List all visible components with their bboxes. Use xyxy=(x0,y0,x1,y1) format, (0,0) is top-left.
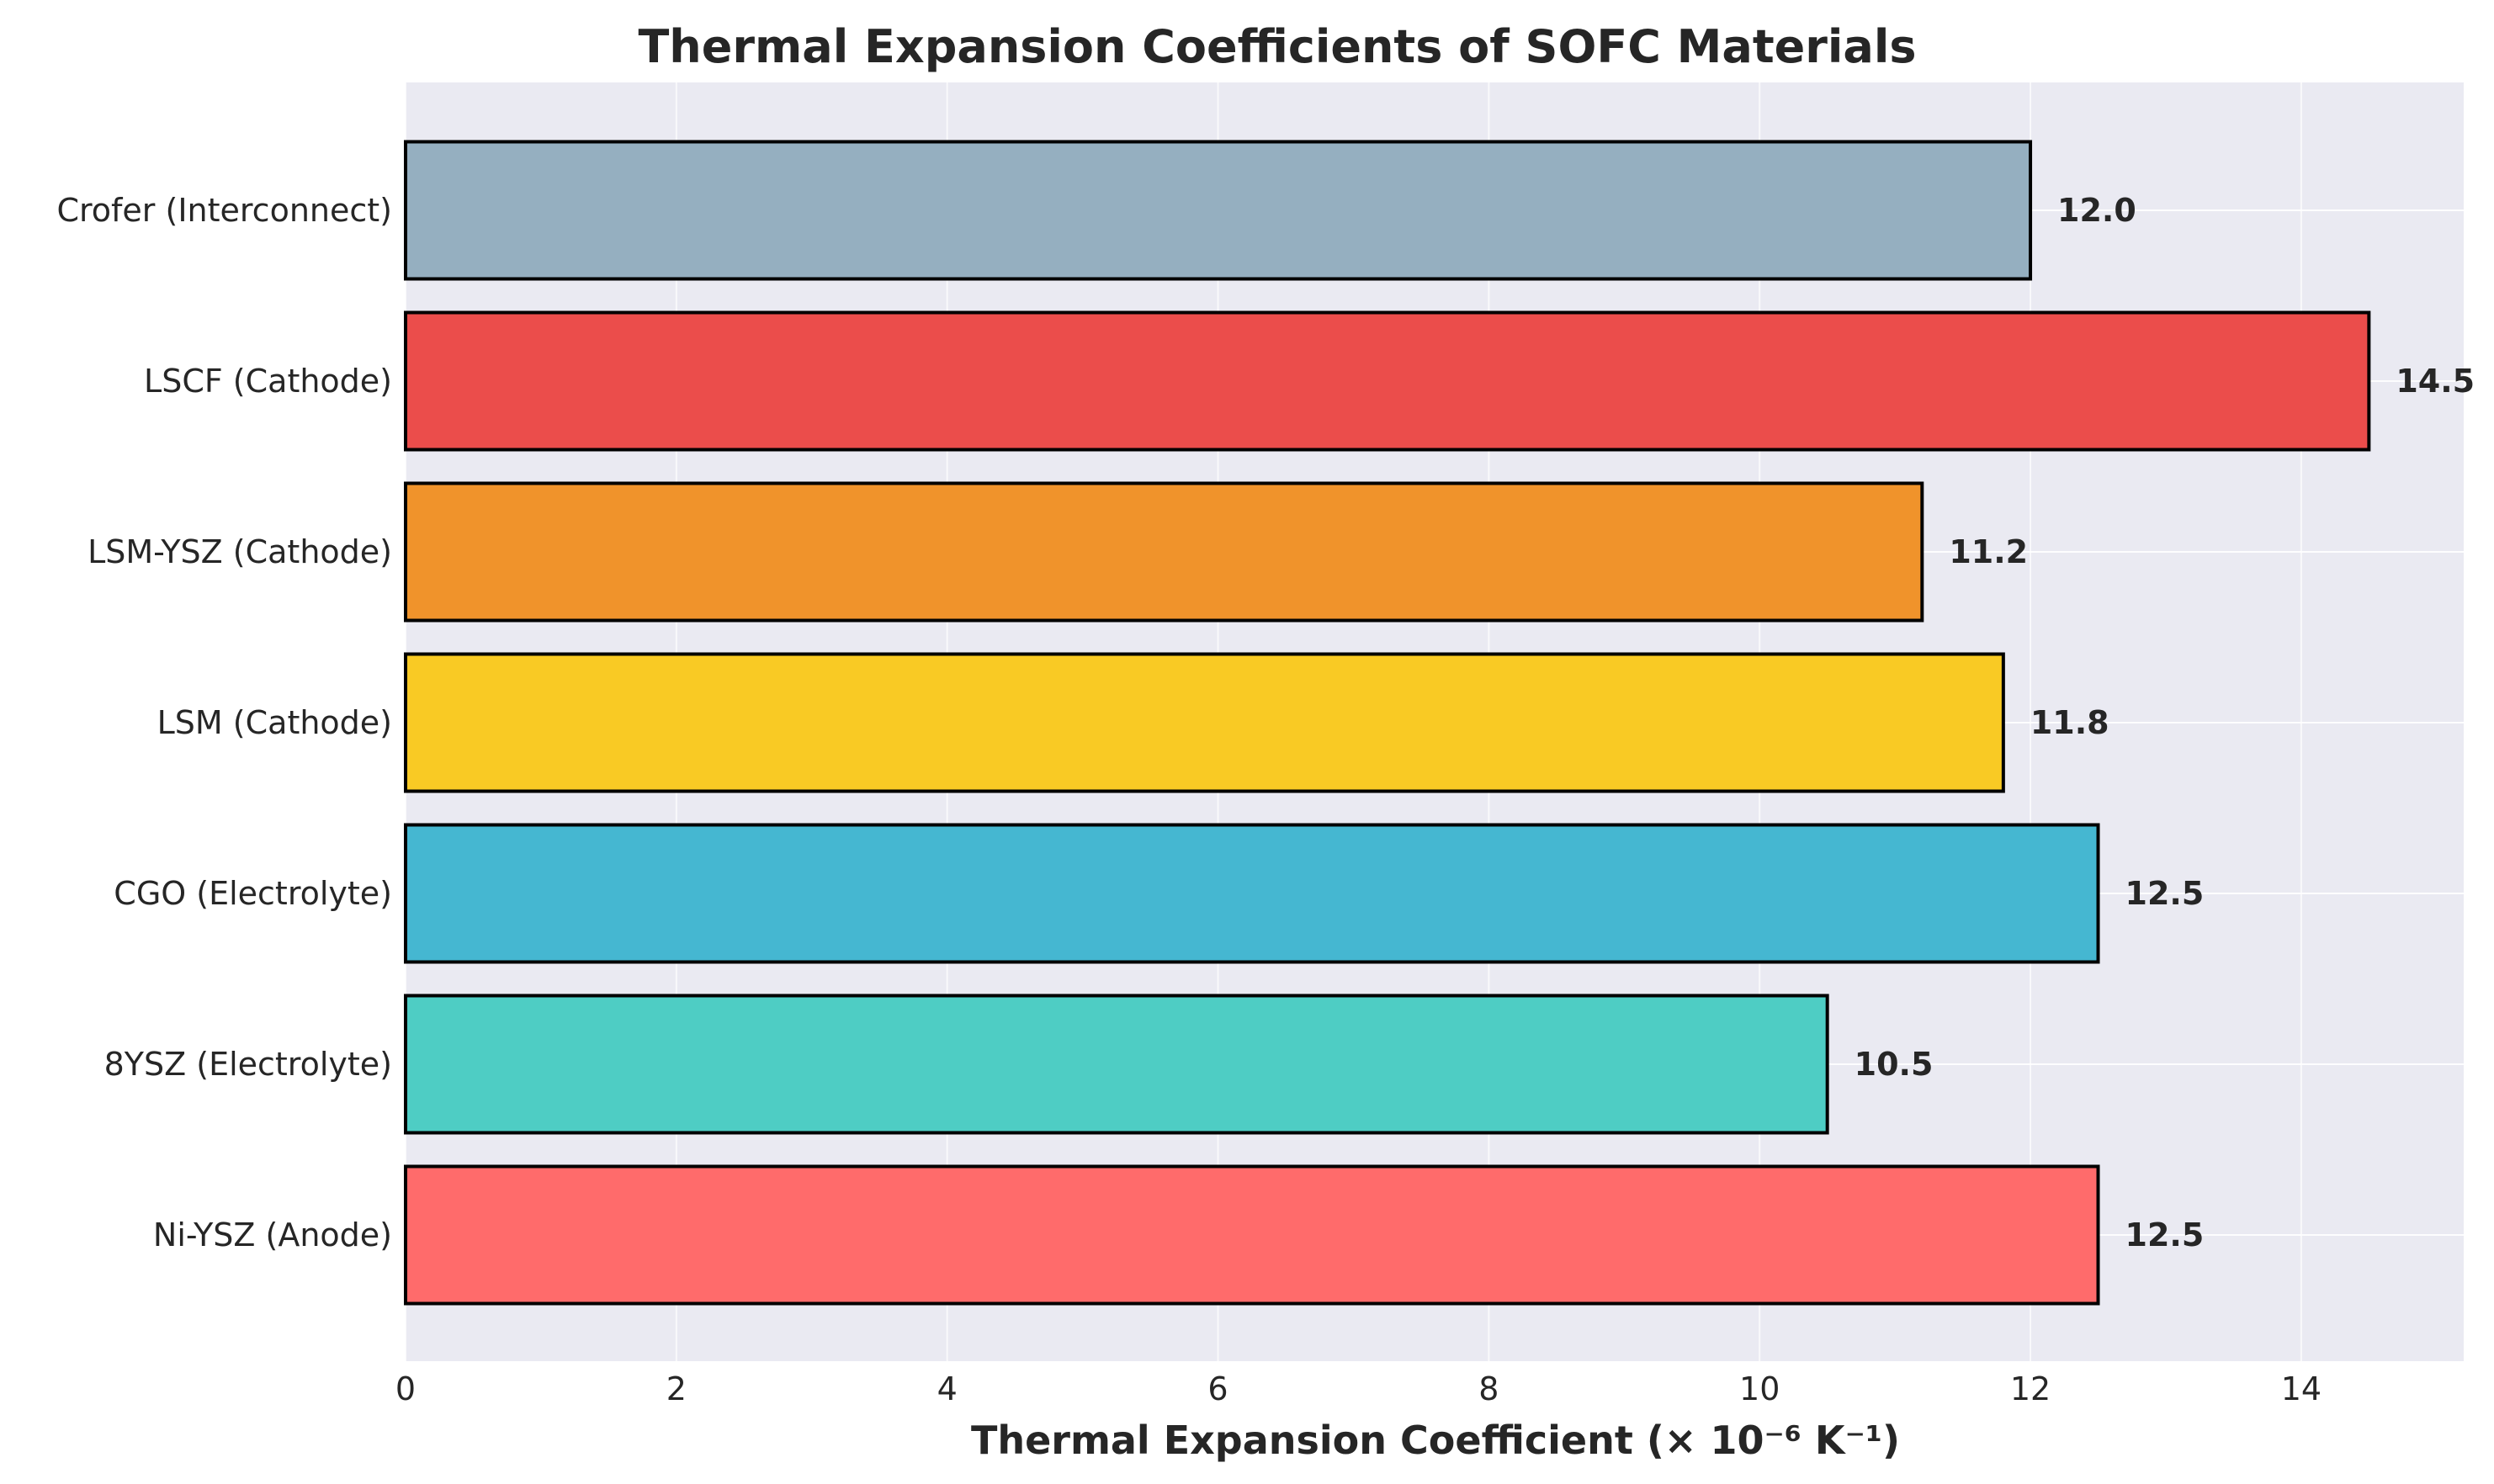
y-tick-label: Crofer (Interconnect) xyxy=(56,192,392,229)
data-label: 11.8 xyxy=(2030,704,2109,741)
bars xyxy=(404,140,2371,1306)
data-label: 10.5 xyxy=(1855,1046,1934,1083)
data-label: 12.5 xyxy=(2125,875,2205,912)
x-tick-label: 4 xyxy=(937,1370,958,1407)
chart-title: Thermal Expansion Coefficients of SOFC M… xyxy=(638,20,1916,73)
y-tick-label: LSM (Cathode) xyxy=(157,704,392,741)
bar xyxy=(404,823,2100,964)
data-labels: 12.5 10.5 12.5 11.8 11.2 14.5 12.0 xyxy=(1855,192,2475,1253)
x-tick-label: 2 xyxy=(666,1370,687,1407)
data-label: 11.2 xyxy=(1949,533,2028,570)
y-tick-label: Ni-YSZ (Anode) xyxy=(153,1216,392,1253)
y-tick-label: 8YSZ (Electrolyte) xyxy=(104,1046,392,1083)
bar xyxy=(404,140,2033,281)
bar xyxy=(404,1164,2100,1306)
x-tick-label: 10 xyxy=(1739,1370,1780,1407)
x-tick-label: 12 xyxy=(2010,1370,2051,1407)
x-tick-label: 14 xyxy=(2281,1370,2322,1407)
data-label: 12.0 xyxy=(2057,192,2136,229)
bar xyxy=(404,994,1829,1135)
x-tick-labels: 0 2 4 6 8 10 12 14 xyxy=(395,1370,2322,1407)
x-tick-label: 6 xyxy=(1207,1370,1228,1407)
y-tick-labels: Ni-YSZ (Anode) 8YSZ (Electrolyte) CGO (Ele… xyxy=(56,192,392,1253)
x-axis-label: Thermal Expansion Coefficient (× 10⁻⁶ K⁻… xyxy=(971,1418,1900,1463)
data-label: 12.5 xyxy=(2125,1216,2205,1253)
y-tick-label: CGO (Electrolyte) xyxy=(114,875,392,912)
bar xyxy=(404,481,1924,623)
data-label: 14.5 xyxy=(2396,363,2475,400)
x-tick-label: 0 xyxy=(395,1370,416,1407)
x-tick-label: 8 xyxy=(1478,1370,1499,1407)
y-tick-label: LSCF (Cathode) xyxy=(144,363,392,400)
bar xyxy=(404,310,2371,452)
y-tick-label: LSM-YSZ (Cathode) xyxy=(88,533,392,570)
bar xyxy=(404,652,2005,793)
